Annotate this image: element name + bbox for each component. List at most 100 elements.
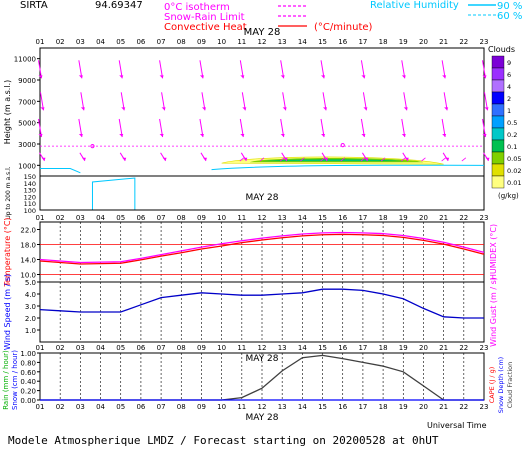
clouds-legend-level-5: 0.5 [507,119,517,127]
clouds-legend-level-0: 9 [507,59,511,67]
hour-low-13: 13 [278,344,287,352]
hour-mid-20: 20 [419,214,428,222]
hour-bottom-07: 07 [157,403,166,411]
date-mid: MAY 28 [245,193,278,203]
rain-ylabel: Rain (mm / hour) [2,350,10,410]
date-top: MAY 28 [244,27,281,38]
hour-low-01: 01 [36,344,45,352]
hour-low-07: 07 [157,344,166,352]
height-ylabel: Height (m a.s.l.) [3,80,12,145]
clouds-legend-level-9: 0.02 [507,167,521,175]
clouds-legend-swatch-0 [492,56,504,68]
hour-low-15: 15 [318,344,327,352]
rain-right-label-1: Snow Depth (cm) [497,357,505,413]
hour-low-03: 03 [76,344,85,352]
hour-bottom-09: 09 [197,403,206,411]
hour-mid-06: 06 [136,214,145,222]
hour-top-04: 04 [96,38,105,46]
hour-low-16: 16 [338,344,347,352]
legend-unit-2: (°C/minute) [314,22,373,33]
hour-mid-03: 03 [76,214,85,222]
hour-top-12: 12 [258,38,267,46]
hour-low-21: 21 [439,344,448,352]
time-axis-label: Universal Time [427,421,487,430]
clouds-legend-swatch-7 [492,140,504,152]
clouds-legend-level-6: 0.2 [507,131,517,139]
clouds-legend-swatch-6 [492,128,504,140]
hour-top-02: 02 [56,38,65,46]
hour-bottom-20: 20 [419,403,428,411]
wind-gust-label: Wind Gust (m / s) [489,277,498,347]
hour-mid-13: 13 [278,214,287,222]
hour-mid-01: 01 [36,214,45,222]
rain-right-label-2: Cloud Fraction [506,362,514,409]
hour-top-09: 09 [197,38,206,46]
snow-ylabel: Snow (cm / hour) [11,350,19,410]
height-tick-label-9000: 9000 [18,77,36,85]
clouds-legend-level-4: 1 [507,107,511,115]
hour-bottom-21: 21 [439,403,448,411]
date-bottom: MAY 28 [245,413,278,423]
hour-low-12: 12 [258,344,267,352]
clouds-legend-swatch-10 [492,176,504,188]
hour-low-09: 09 [197,344,206,352]
hour-low-02: 02 [56,344,65,352]
rain-panel-tick-label-0.20: 0.20 [20,388,36,396]
date-rain: MAY 28 [245,354,278,364]
rain-panel-tick-label-0.60: 0.60 [20,369,36,377]
hour-mid-17: 17 [358,214,367,222]
wind-panel-tick-label-3.0: 3.0 [25,303,36,311]
hour-bottom-03: 03 [76,403,85,411]
hour-bottom-05: 05 [116,403,125,411]
hour-mid-16: 16 [338,214,347,222]
clouds-legend-title: Clouds [488,45,515,54]
hour-top-13: 13 [278,38,287,46]
hour-bottom-14: 14 [298,403,307,411]
hour-mid-12: 12 [258,214,267,222]
rh-level-60: 60 % [497,11,522,22]
height-tick-label-11000: 11000 [14,56,36,64]
hour-low-14: 14 [298,344,307,352]
wind-panel-tick-label-1.0: 1.0 [25,327,36,335]
hour-bottom-18: 18 [379,403,388,411]
hour-mid-22: 22 [459,214,468,222]
hour-low-11: 11 [237,344,246,352]
hour-mid-05: 05 [116,214,125,222]
height-tick-label-3000: 3000 [18,141,36,149]
hour-low-08: 08 [177,344,186,352]
hour-bottom-15: 15 [318,403,327,411]
hour-bottom-10: 10 [217,403,226,411]
hour-mid-21: 21 [439,214,448,222]
clouds-legend-swatch-2 [492,80,504,92]
hour-top-19: 19 [399,38,408,46]
hour-top-08: 08 [177,38,186,46]
clouds-legend-level-1: 6 [507,71,511,79]
hour-mid-11: 11 [237,214,246,222]
hour-top-01: 01 [36,38,45,46]
height-tick-label-7000: 7000 [18,98,36,106]
hour-top-21: 21 [439,38,448,46]
hour-low-18: 18 [379,344,388,352]
hour-low-06: 06 [136,344,145,352]
hour-low-05: 05 [116,344,125,352]
hour-mid-02: 02 [56,214,65,222]
hour-low-10: 10 [217,344,226,352]
clouds-legend-swatch-4 [492,104,504,116]
hour-top-10: 10 [217,38,226,46]
hour-mid-23: 23 [480,214,489,222]
clouds-legend-swatch-8 [492,152,504,164]
wind-panel-tick-label-4.0: 4.0 [25,291,36,299]
hour-mid-10: 10 [217,214,226,222]
station-name: SIRTA [20,0,48,11]
hour-top-06: 06 [136,38,145,46]
temperature-panel-tick-label-22.0: 22.0 [20,227,36,235]
low-tick-label-100: 100 [24,207,36,215]
hour-mid-08: 08 [177,214,186,222]
rain-panel-tick-label-0.80: 0.80 [20,359,36,367]
hour-top-07: 07 [157,38,166,46]
humidex-label: HUMIDEX (°C) [489,224,498,280]
clouds-legend-level-7: 0.1 [507,143,517,151]
hour-mid-18: 18 [379,214,388,222]
